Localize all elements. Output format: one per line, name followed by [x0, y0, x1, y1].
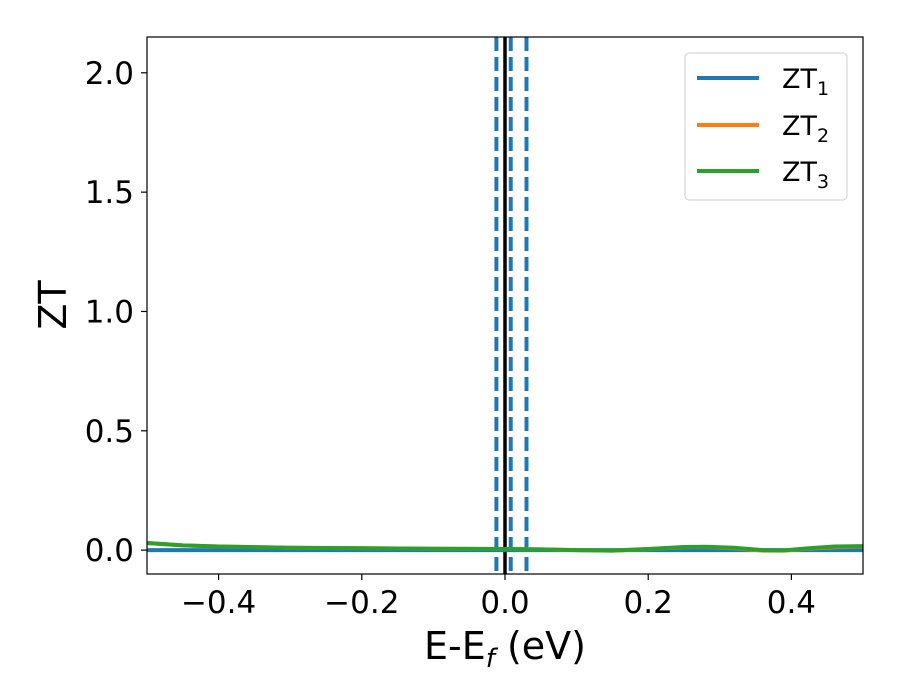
y-tick-label-1: 0.5 — [85, 414, 134, 450]
x-tick-label-1: −0.2 — [324, 585, 399, 621]
legend-label-zt3-main: ZT — [782, 157, 817, 188]
x-axis-label: E-Ef (eV) — [424, 624, 586, 674]
x-tick-label-0: −0.4 — [181, 585, 256, 621]
legend-label-zt1-main: ZT — [782, 64, 817, 95]
y-tick-label-4: 2.0 — [85, 56, 134, 92]
legend-label-zt1-sub: 1 — [817, 78, 829, 100]
y-tick-label-3: 1.5 — [85, 175, 134, 211]
legend-label-zt3: ZT3 — [782, 157, 829, 193]
series-line-zt3 — [147, 540, 863, 553]
legend: ZT1 ZT2 ZT3 — [684, 52, 848, 201]
legend-box — [684, 52, 848, 201]
legend-label-zt2: ZT2 — [782, 111, 829, 147]
x-axis-label-main: E-E — [424, 624, 486, 668]
plot-area: −0.4 −0.2 0.0 0.2 0.4 0.0 0.5 1.0 1.5 2.0 — [85, 36, 864, 621]
x-tick-label-3: 0.2 — [624, 585, 673, 621]
y-axis-label: ZT — [31, 280, 75, 330]
y-tick-label-0: 0.0 — [85, 533, 134, 569]
legend-label-zt1: ZT1 — [782, 64, 829, 100]
plot-content — [147, 37, 863, 574]
y-tick-label-2: 1.0 — [85, 294, 134, 330]
x-tick-label-4: 0.4 — [767, 585, 816, 621]
x-axis-label-unit: (eV) — [495, 624, 586, 668]
legend-label-zt2-sub: 2 — [817, 125, 829, 147]
legend-label-zt2-main: ZT — [782, 111, 817, 142]
x-tick-label-2: 0.0 — [480, 585, 529, 621]
legend-label-zt3-sub: 3 — [817, 171, 829, 193]
